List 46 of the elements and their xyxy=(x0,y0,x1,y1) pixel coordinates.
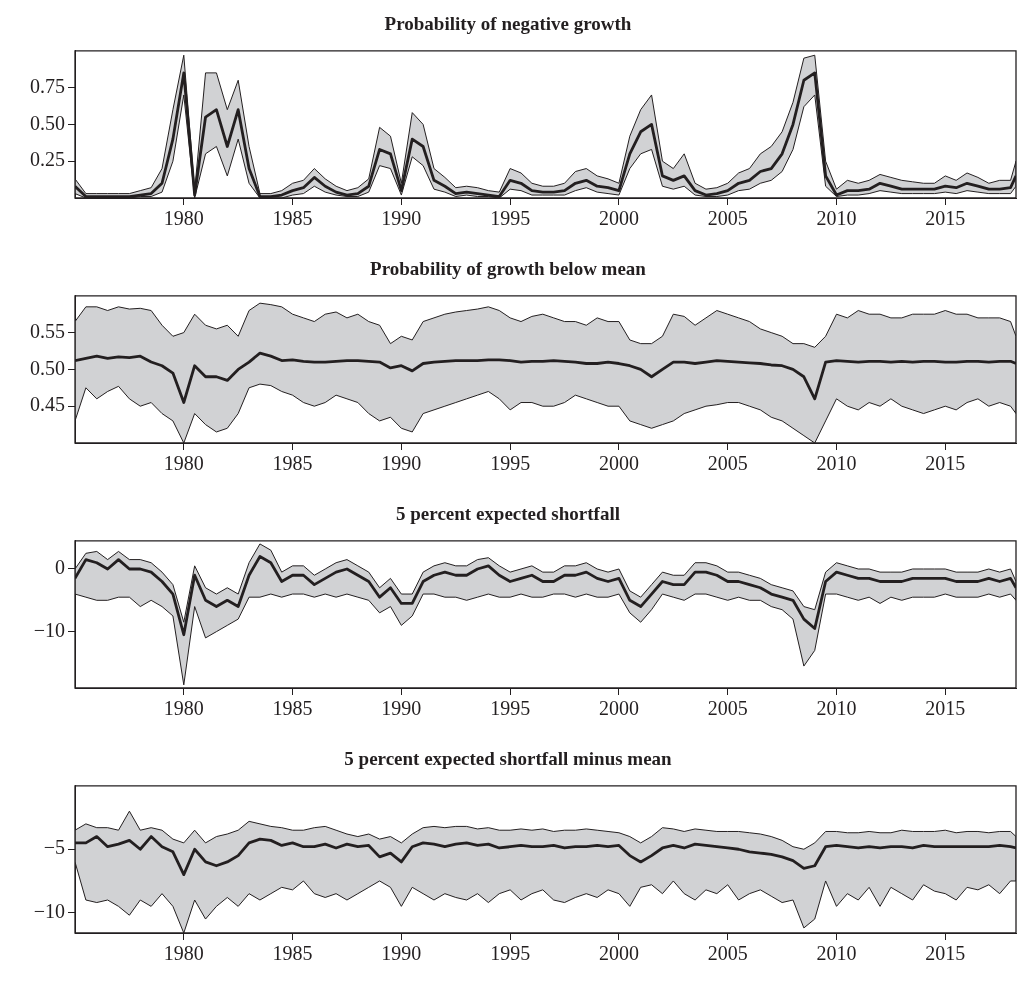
x-tick-label: 1990 xyxy=(381,452,422,475)
x-tick-label: 2000 xyxy=(598,207,639,230)
x-tick-label: 2010 xyxy=(816,452,857,475)
x-tick-label: 2000 xyxy=(598,697,639,720)
x-tick-label: 1990 xyxy=(381,697,422,720)
x-tick-label: 2010 xyxy=(816,207,857,230)
x-tick-label: 2015 xyxy=(925,452,966,475)
chart-title: 5 percent expected shortfall xyxy=(396,503,620,525)
x-tick-label: 1985 xyxy=(272,207,313,230)
chart-title: Probability of negative growth xyxy=(384,13,632,35)
x-tick-label: 2005 xyxy=(707,207,748,230)
x-tick-label: 1990 xyxy=(381,207,422,230)
x-tick-label: 1980 xyxy=(163,942,204,965)
y-tick-label: 0.50 xyxy=(30,356,65,379)
y-tick-label: 0.75 xyxy=(30,74,65,97)
x-tick-label: 2005 xyxy=(707,452,748,475)
x-tick-label: 2010 xyxy=(816,697,857,720)
x-tick-label: 1995 xyxy=(490,207,531,230)
x-tick-label: 2010 xyxy=(816,942,857,965)
x-tick-label: 2000 xyxy=(598,452,639,475)
x-tick-label: 1985 xyxy=(272,697,313,720)
x-tick-label: 2000 xyxy=(598,942,639,965)
y-tick-label: 0.45 xyxy=(30,393,65,416)
y-tick-label: −10 xyxy=(33,618,65,641)
x-tick-label: 1985 xyxy=(272,942,313,965)
x-tick-label: 1995 xyxy=(490,697,531,720)
x-tick-label: 2005 xyxy=(707,942,748,965)
y-tick-label: 0.25 xyxy=(30,148,65,171)
y-tick-label: 0.55 xyxy=(30,319,65,342)
y-tick-label: 0 xyxy=(55,556,65,579)
x-tick-label: 1990 xyxy=(381,942,422,965)
chart-title: Probability of growth below mean xyxy=(370,258,647,280)
x-tick-label: 2015 xyxy=(925,942,966,965)
x-tick-label: 2015 xyxy=(925,207,966,230)
x-tick-label: 1985 xyxy=(272,452,313,475)
x-tick-label: 1980 xyxy=(163,697,204,720)
y-tick-label: 0.50 xyxy=(30,111,65,134)
x-tick-label: 2005 xyxy=(707,697,748,720)
x-tick-label: 1980 xyxy=(163,207,204,230)
chart-title: 5 percent expected shortfall minus mean xyxy=(344,748,673,770)
x-tick-label: 1995 xyxy=(490,452,531,475)
y-tick-label: −10 xyxy=(33,899,65,922)
y-tick-label: −5 xyxy=(43,836,65,859)
x-tick-label: 1995 xyxy=(490,942,531,965)
x-tick-label: 1980 xyxy=(163,452,204,475)
x-tick-label: 2015 xyxy=(925,697,966,720)
